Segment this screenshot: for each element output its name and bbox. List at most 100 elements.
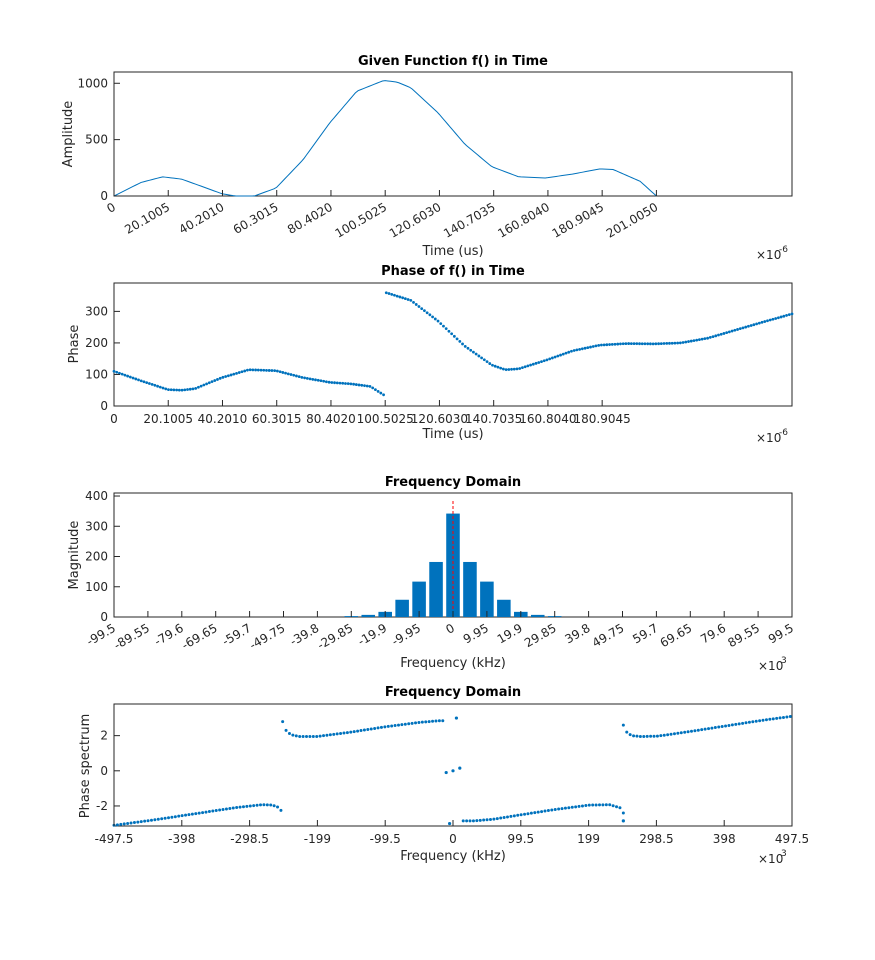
phase-spectrum-point	[115, 823, 119, 827]
phase-point	[776, 316, 780, 320]
phase-spectrum-point	[173, 815, 177, 819]
phase-spectrum-point	[276, 805, 280, 809]
phase-point	[512, 367, 516, 371]
x-tick-label: 40.2010	[198, 412, 248, 426]
y-tick-label: 100	[85, 580, 108, 594]
phase-point	[169, 388, 173, 392]
phase-point	[507, 368, 511, 371]
phase-point	[197, 385, 200, 389]
phase-spectrum-point	[400, 723, 404, 727]
phase-spectrum-point	[512, 814, 516, 818]
phase-point	[594, 344, 598, 348]
phase-spectrum-point	[550, 808, 554, 812]
magnitude-bar	[429, 561, 443, 617]
phase-spectrum-point	[311, 735, 315, 739]
x-tick-label: -99.5	[370, 832, 401, 846]
phase-spectrum-point	[322, 734, 326, 738]
phase-point	[398, 295, 402, 299]
phase-point	[461, 342, 464, 346]
phase-spectrum-point	[492, 817, 496, 821]
phase-point	[137, 378, 140, 382]
phase-point	[583, 346, 587, 350]
phase-spectrum-point	[764, 718, 768, 722]
phase-point	[580, 347, 584, 351]
phase-spectrum-point	[248, 804, 252, 808]
phase-spectrum-point	[386, 724, 390, 728]
phase-point	[632, 342, 636, 346]
phase-spectrum-point	[611, 804, 615, 808]
phase-point	[374, 388, 377, 392]
x-tick-label: 120.6030	[411, 412, 468, 426]
phase-point	[768, 318, 772, 322]
phase-spectrum-point	[315, 735, 319, 739]
phase-spectrum-point	[272, 804, 276, 808]
phase-point	[629, 342, 633, 346]
phase-point	[706, 336, 709, 340]
phase-spectrum-point	[431, 719, 435, 723]
phase-spectrum-point	[625, 730, 629, 734]
phase-spectrum-point	[540, 810, 544, 814]
phase-point	[747, 324, 750, 328]
phase-point	[480, 356, 483, 360]
phase-point	[278, 370, 282, 374]
phase-spectrum-point	[652, 734, 656, 738]
phase-spectrum-point	[119, 822, 123, 826]
phase-spectrum-point	[781, 715, 785, 719]
y-tick-label: 400	[85, 489, 108, 503]
phase-point	[559, 353, 562, 357]
y-tick-label: 0	[100, 610, 108, 624]
phase-point	[300, 375, 304, 379]
phase-spectrum-point	[187, 813, 191, 817]
phase-spectrum-point	[265, 803, 269, 807]
magnitude-bar	[463, 561, 477, 617]
x-tick-label: 99.5	[507, 832, 534, 846]
phase-spectrum-point	[379, 725, 383, 729]
phase-spectrum-point	[461, 819, 465, 823]
phase-point	[221, 375, 225, 379]
phase-point	[379, 391, 383, 395]
phase-point	[205, 382, 208, 386]
phase-point	[711, 335, 715, 339]
phase-point	[518, 367, 522, 370]
subplot-3-exponent-base: ×10	[758, 659, 783, 673]
phase-spectrum-point	[775, 716, 779, 720]
phase-spectrum-point	[281, 720, 285, 724]
phase-point	[521, 366, 524, 370]
phase-point	[186, 388, 189, 391]
phase-point	[412, 300, 415, 304]
phase-point	[395, 294, 399, 298]
phase-point	[235, 371, 238, 375]
phase-point	[188, 387, 192, 391]
phase-spectrum-point	[570, 805, 574, 809]
x-tick-label: 298.5	[639, 832, 673, 846]
x-tick-label: -298.5	[230, 832, 269, 846]
phase-spectrum-point	[536, 810, 540, 814]
phase-point	[259, 368, 263, 372]
phase-spectrum-point	[328, 733, 332, 737]
phase-spectrum-point	[153, 818, 157, 822]
phase-spectrum-point	[143, 819, 147, 823]
phase-spectrum-point	[417, 720, 421, 724]
phase-point	[600, 343, 603, 347]
phase-spectrum-point	[560, 807, 564, 811]
phase-point	[164, 387, 168, 391]
phase-point	[638, 342, 641, 346]
phase-spectrum-point	[594, 803, 598, 807]
phase-spectrum-point	[638, 735, 642, 739]
phase-point	[311, 377, 315, 381]
phase-point	[657, 342, 660, 346]
phase-spectrum-point	[376, 726, 380, 730]
subplot-time-phase: Phase of f() in Time Time (us) Phase ×10…	[67, 264, 794, 445]
phase-spectrum-point	[509, 814, 513, 818]
phase-point	[501, 367, 505, 371]
phase-spectrum-point	[724, 724, 728, 728]
subplot-4-ylabel: Phase spectrum	[78, 714, 93, 818]
x-tick-label: 160.8040	[519, 412, 576, 426]
phase-point	[760, 320, 764, 324]
phase-spectrum-point	[407, 722, 411, 726]
phase-point	[314, 378, 317, 382]
phase-spectrum-point	[356, 729, 360, 733]
phase-spectrum-point	[696, 728, 700, 732]
phase-point	[616, 342, 620, 346]
